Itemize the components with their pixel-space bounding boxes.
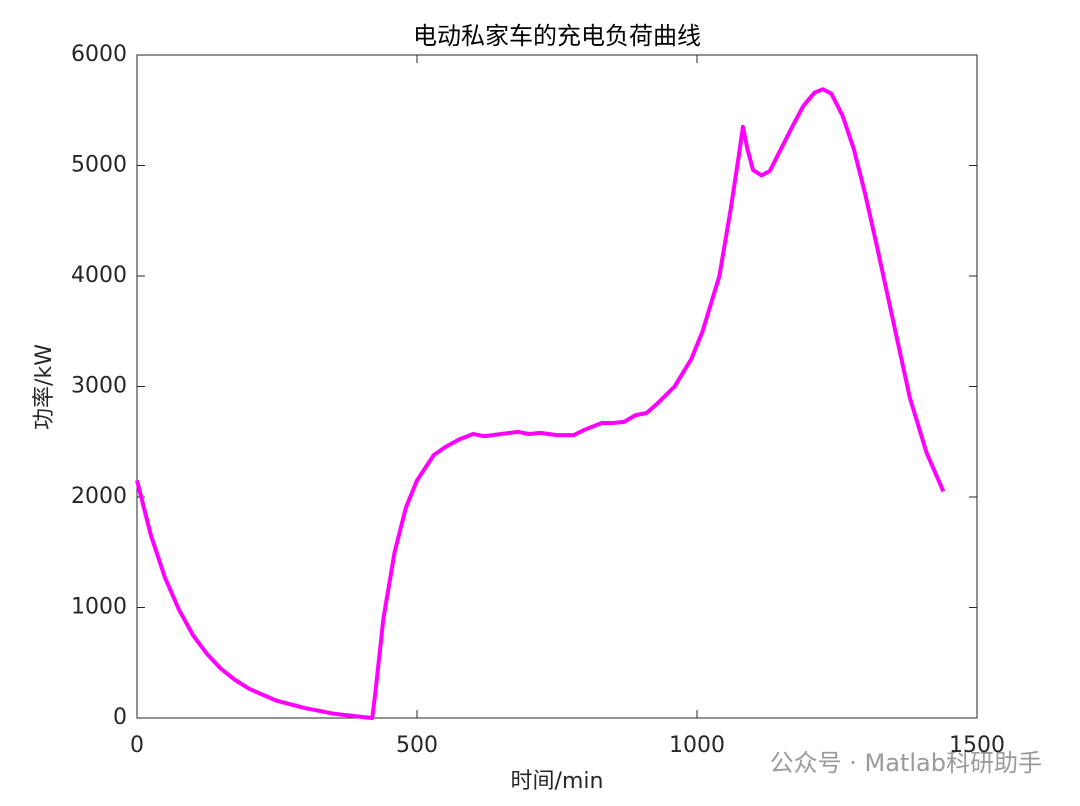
chart-title: 电动私家车的充电负荷曲线 <box>413 22 701 50</box>
y-axis-label: 功率/kW <box>32 344 57 430</box>
y-tick-label: 4000 <box>71 263 127 288</box>
y-tick-label: 1000 <box>71 595 127 620</box>
y-tick-label: 3000 <box>71 374 127 399</box>
watermark: 公众号 · Matlab科研助手 <box>770 749 1042 777</box>
y-tick-label: 2000 <box>71 484 127 509</box>
x-tick-label: 0 <box>130 733 144 758</box>
y-tick-label: 6000 <box>71 42 127 67</box>
y-tick-label: 0 <box>113 705 127 730</box>
y-tick-label: 5000 <box>71 153 127 178</box>
x-tick-label: 500 <box>396 733 438 758</box>
plot-area <box>136 54 978 719</box>
data-line <box>135 87 946 720</box>
x-tick-label: 1500 <box>949 733 1005 758</box>
x-tick-label: 1000 <box>669 733 725 758</box>
x-axis-label: 时间/min <box>511 769 604 794</box>
